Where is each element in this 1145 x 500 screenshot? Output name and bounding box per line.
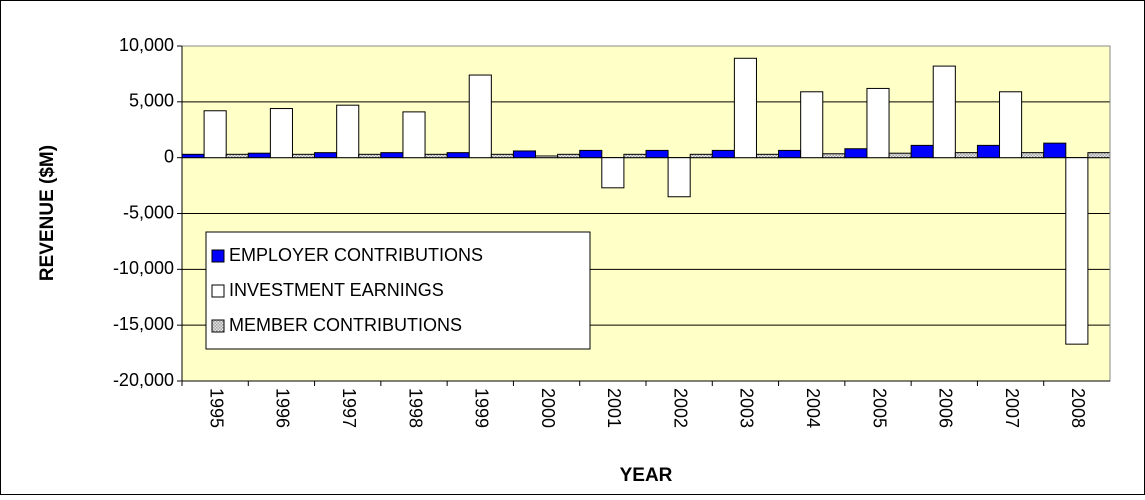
x-tick-label: 1998 <box>405 388 425 428</box>
bar <box>358 153 382 159</box>
bar <box>579 149 603 159</box>
x-tick-label: 2002 <box>670 388 690 428</box>
bar <box>733 57 757 159</box>
bar <box>1021 152 1045 159</box>
x-tick-label: 2001 <box>604 388 624 428</box>
legend-label: EMPLOYER CONTRIBUTIONS <box>229 245 483 265</box>
bar <box>778 149 802 159</box>
bar <box>755 153 780 159</box>
x-tick-label: 2007 <box>1002 388 1022 428</box>
bar <box>336 104 360 159</box>
bar <box>954 152 978 159</box>
bar <box>1043 142 1067 159</box>
legend-marker <box>211 284 225 298</box>
x-tick-label: 1999 <box>472 388 492 428</box>
bar <box>667 157 691 198</box>
y-tick-label: 5,000 <box>129 91 174 111</box>
x-tick-label: 2000 <box>538 388 558 428</box>
bar <box>822 153 846 159</box>
bar <box>888 152 912 159</box>
x-tick-label: 1995 <box>206 388 226 428</box>
bar <box>711 149 735 159</box>
bar <box>557 153 581 159</box>
y-tick-label: -15,000 <box>113 314 174 334</box>
bar <box>402 111 426 159</box>
bar <box>601 157 625 189</box>
bar <box>314 152 338 159</box>
y-axis-title: REVENUE ($M) <box>37 145 58 281</box>
bar <box>291 153 316 159</box>
bar <box>999 91 1023 159</box>
bar <box>689 153 713 159</box>
legend-marker <box>211 319 225 333</box>
y-tick-label: -10,000 <box>113 258 174 278</box>
bar <box>380 152 404 159</box>
bar <box>844 148 868 159</box>
y-tick-label: -20,000 <box>113 370 174 390</box>
legend-label: MEMBER CONTRIBUTIONS <box>229 315 462 335</box>
x-tick-label: 1997 <box>339 388 359 428</box>
x-tick-label: 2008 <box>1068 388 1088 428</box>
y-tick-label: 0 <box>164 146 174 166</box>
x-tick-label: 2005 <box>869 388 889 428</box>
bar <box>866 87 890 159</box>
bar <box>623 153 647 159</box>
bar <box>1065 157 1089 345</box>
bar <box>247 152 271 159</box>
bar <box>203 110 227 159</box>
x-tick-label: 2006 <box>936 388 956 428</box>
bar <box>468 74 492 159</box>
bar <box>535 155 559 159</box>
bar <box>932 65 956 159</box>
x-tick-label: 2004 <box>803 388 823 428</box>
bar <box>446 152 470 159</box>
bar <box>490 153 514 159</box>
y-tick-label: -5,000 <box>123 202 174 222</box>
bar <box>424 153 448 159</box>
bar <box>225 153 249 159</box>
legend-box <box>205 231 591 350</box>
x-axis-title: YEAR <box>620 465 673 486</box>
bar <box>269 108 293 159</box>
y-tick-label: 10,000 <box>119 35 174 55</box>
bar <box>800 91 824 159</box>
bar <box>645 149 669 159</box>
bar <box>910 144 934 159</box>
x-tick-label: 2003 <box>737 388 757 428</box>
legend-marker <box>211 249 225 263</box>
x-tick-label: 1996 <box>273 388 293 428</box>
bar <box>976 144 1001 159</box>
bar <box>1087 152 1111 159</box>
bar <box>512 150 537 159</box>
legend-label: INVESTMENT EARNINGS <box>229 280 444 300</box>
bar <box>181 153 205 159</box>
